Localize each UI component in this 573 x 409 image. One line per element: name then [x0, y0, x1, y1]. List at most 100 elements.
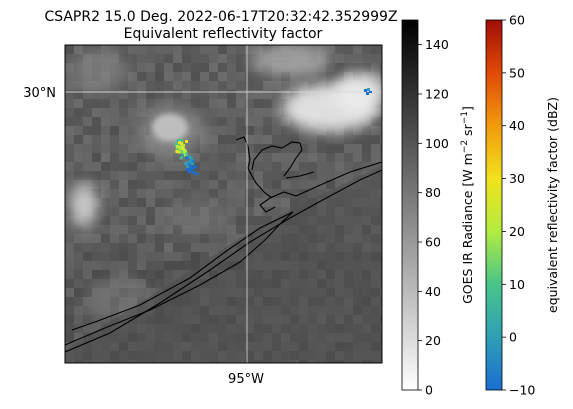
satellite-pixel — [128, 117, 137, 126]
radar-echo-cell — [191, 160, 195, 164]
satellite-pixel — [182, 180, 191, 189]
satellite-pixel — [128, 216, 137, 225]
satellite-pixel — [173, 189, 182, 198]
satellite-pixel — [101, 234, 110, 243]
lon-label: 95°W — [228, 372, 264, 387]
satellite-pixel — [371, 135, 380, 144]
satellite-pixel — [335, 72, 344, 81]
satellite-pixel — [146, 90, 155, 99]
radar-echo-cell — [182, 144, 185, 147]
satellite-pixel — [74, 333, 83, 342]
satellite-pixel — [245, 63, 254, 72]
satellite-pixel — [146, 252, 155, 261]
satellite-pixel — [137, 207, 146, 216]
satellite-pixel — [227, 153, 236, 162]
satellite-pixel — [227, 54, 236, 63]
satellite-pixel — [128, 180, 137, 189]
satellite-pixel — [146, 189, 155, 198]
satellite-pixel — [110, 180, 119, 189]
satellite-pixel — [344, 144, 353, 153]
satellite-pixel — [200, 54, 209, 63]
radar-echo-cell — [184, 161, 188, 165]
satellite-pixel — [263, 117, 272, 126]
satellite-pixel — [290, 126, 299, 135]
satellite-pixel — [182, 81, 191, 90]
satellite-pixel — [74, 90, 83, 99]
satellite-pixel — [182, 189, 191, 198]
satellite-pixel — [182, 90, 191, 99]
satellite-pixel — [326, 144, 335, 153]
satellite-pixel — [119, 216, 128, 225]
satellite-pixel — [380, 108, 382, 117]
satellite-pixel — [146, 279, 155, 288]
satellite-pixel — [218, 72, 227, 81]
satellite-pixel — [119, 144, 128, 153]
satellite-pixel — [191, 72, 200, 81]
satellite-pixel — [326, 153, 335, 162]
satellite-pixel — [83, 279, 92, 288]
satellite-pixel — [128, 99, 137, 108]
satellite-pixel — [146, 261, 155, 270]
colorbar-tick-label: 80 — [425, 185, 441, 200]
satellite-pixel — [200, 234, 209, 243]
satellite-pixel — [272, 108, 281, 117]
satellite-pixel — [218, 180, 227, 189]
satellite-pixel — [191, 243, 200, 252]
satellite-pixel — [146, 243, 155, 252]
satellite-pixel — [236, 171, 245, 180]
satellite-pixel — [119, 207, 128, 216]
radar-echo-cell — [180, 150, 184, 154]
satellite-pixel — [74, 126, 83, 135]
radar-echo-cell — [174, 143, 178, 147]
satellite-pixel — [281, 189, 290, 198]
satellite-pixel — [182, 99, 191, 108]
satellite-pixel — [353, 135, 362, 144]
satellite-pixel — [245, 108, 254, 117]
satellite-pixel — [74, 162, 83, 171]
satellite-pixel — [83, 252, 92, 261]
satellite-pixel — [164, 90, 173, 99]
colorbar-tick-label: 0 — [425, 383, 433, 398]
satellite-pixel — [254, 108, 263, 117]
satellite-pixel — [110, 144, 119, 153]
colorbar-dbz: −10 0 10 20 30 40 50 60 equivalent reflectivity… — [485, 13, 560, 398]
satellite-pixel — [74, 153, 83, 162]
satellite-pixel — [92, 279, 101, 288]
satellite-pixel — [128, 198, 137, 207]
satellite-pixel — [371, 144, 380, 153]
satellite-pixel — [317, 72, 326, 81]
satellite-pixel — [128, 81, 137, 90]
satellite-pixel — [209, 234, 218, 243]
satellite-pixel — [227, 117, 236, 126]
satellite-pixel — [344, 45, 353, 54]
satellite-pixel — [362, 63, 371, 72]
satellite-pixel — [200, 81, 209, 90]
satellite-pixel — [110, 207, 119, 216]
satellite-pixel — [65, 315, 74, 324]
satellite-pixel — [137, 54, 146, 63]
satellite-pixel — [173, 171, 182, 180]
satellite-pixel — [236, 198, 245, 207]
satellite-pixel — [164, 45, 173, 54]
satellite-pixel — [119, 252, 128, 261]
satellite-pixel — [254, 99, 263, 108]
satellite-pixel — [146, 45, 155, 54]
satellite-pixel — [272, 99, 281, 108]
satellite-pixel — [299, 135, 308, 144]
satellite-pixel — [83, 117, 92, 126]
satellite-pixel — [92, 216, 101, 225]
satellite-pixel — [191, 234, 200, 243]
satellite-pixel — [272, 90, 281, 99]
satellite-pixel — [101, 252, 110, 261]
satellite-pixel — [218, 189, 227, 198]
satellite-pixel — [110, 270, 119, 279]
satellite-pixel — [308, 135, 317, 144]
satellite-pixel — [344, 63, 353, 72]
satellite-pixel — [191, 63, 200, 72]
satellite-pixel — [164, 180, 173, 189]
satellite-pixel — [209, 243, 218, 252]
satellite-pixel — [218, 81, 227, 90]
satellite-pixel — [272, 207, 281, 216]
cloud-center — [170, 197, 230, 233]
satellite-pixel — [299, 189, 308, 198]
